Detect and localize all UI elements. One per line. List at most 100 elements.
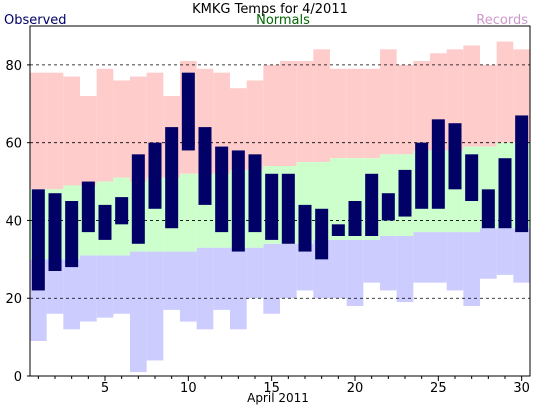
- chart-title: KMKG Temps for 4/2011: [192, 2, 348, 17]
- record-high-bar: [63, 76, 80, 186]
- legend-observed: Observed: [4, 13, 67, 28]
- observed-bar: [381, 193, 395, 221]
- observed-bar: [31, 189, 45, 291]
- record-low-bar: [113, 255, 130, 314]
- observed-bar: [181, 72, 195, 151]
- record-high-bar: [96, 68, 114, 182]
- plot-frame: [29, 25, 531, 377]
- record-low-bar: [96, 255, 114, 318]
- record-high-bar: [80, 96, 97, 186]
- observed-bar: [248, 154, 262, 233]
- record-low-bar: [180, 251, 197, 322]
- x-tick-label: 5: [101, 381, 109, 396]
- legend-records: Records: [476, 13, 528, 28]
- observed-bar: [348, 201, 362, 236]
- record-high-bar: [113, 80, 130, 178]
- observed-bar: [265, 173, 279, 240]
- record-high-bar: [363, 68, 380, 159]
- record-low-bar: [513, 228, 530, 283]
- record-low-bar: [46, 259, 64, 314]
- record-high-bar: [46, 72, 64, 190]
- x-tick-label: 30: [513, 381, 530, 396]
- record-low-bar: [480, 228, 497, 279]
- x-tick-label: 20: [347, 381, 364, 396]
- record-low-bar: [496, 228, 514, 275]
- observed-bar: [48, 193, 62, 271]
- x-tick-label: 15: [263, 381, 280, 396]
- observed-bar: [315, 208, 329, 260]
- record-low-bar: [246, 247, 264, 299]
- observed-bar: [481, 189, 495, 229]
- observed-bar: [198, 127, 212, 205]
- y-tick-label: 40: [5, 214, 22, 229]
- record-low-bar: [413, 232, 430, 283]
- normal-range-bar: [180, 173, 197, 252]
- record-high-bar: [30, 72, 47, 190]
- record-low-bar: [380, 236, 397, 291]
- observed-bar: [331, 224, 345, 236]
- legend-normals: Normals: [256, 13, 310, 28]
- observed-bar: [398, 169, 412, 217]
- record-low-bar: [196, 247, 214, 330]
- observed-bar: [81, 181, 95, 233]
- record-low-bar: [146, 251, 164, 361]
- axes: 0 20 40 60 80 5 10 15 20 25 30: [5, 25, 531, 396]
- x-tick-label: 25: [430, 381, 447, 396]
- record-low-bar: [280, 243, 297, 299]
- record-low-bar: [230, 247, 247, 330]
- observed-bar: [115, 197, 129, 225]
- record-high-bar: [313, 49, 330, 163]
- record-high-bar: [480, 64, 497, 147]
- record-high-bar: [296, 61, 314, 163]
- observed-bar: [148, 142, 162, 209]
- record-low-bar: [130, 251, 147, 373]
- record-low-bar: [213, 247, 230, 310]
- record-low-bar: [63, 259, 80, 330]
- observed-bar: [215, 146, 229, 233]
- record-low-bar: [363, 239, 380, 283]
- x-axis-label: April 2011: [247, 391, 309, 405]
- observed-bar: [365, 173, 379, 236]
- record-high-bar: [396, 64, 414, 155]
- record-high-bar: [263, 64, 280, 166]
- observed-bars: [31, 72, 529, 291]
- record-high-bar: [496, 41, 514, 143]
- observed-bar: [498, 158, 512, 229]
- record-low-bar: [330, 239, 347, 299]
- y-tick-label: 20: [5, 292, 22, 307]
- record-low-bar: [263, 243, 280, 314]
- observed-bar: [515, 115, 529, 233]
- record-low-bar: [346, 239, 364, 306]
- record-high-bar: [230, 88, 247, 170]
- record-high-bar: [380, 49, 397, 155]
- record-high-bar: [463, 45, 480, 147]
- record-low-bar: [446, 232, 464, 291]
- record-low-bar: [163, 251, 180, 310]
- record-high-bar: [346, 68, 364, 159]
- record-low-bar: [430, 232, 447, 283]
- y-tick-label: 80: [5, 59, 22, 74]
- observed-bar: [165, 127, 179, 229]
- x-tick-label: 10: [180, 381, 197, 396]
- observed-bar: [431, 119, 445, 209]
- record-low-bar: [296, 243, 314, 291]
- record-low-bar: [80, 255, 97, 322]
- record-high-bar: [413, 61, 430, 151]
- observed-bar: [415, 142, 429, 209]
- observed-bar: [231, 150, 245, 252]
- y-tick-label: 60: [5, 137, 22, 152]
- observed-bar: [131, 154, 145, 244]
- record-low-bar: [463, 232, 480, 306]
- gridlines: [30, 64, 530, 299]
- observed-bar: [281, 173, 295, 244]
- record-high-bar: [280, 61, 297, 166]
- normal-range-bar: [330, 158, 347, 240]
- record-low-bar: [396, 236, 414, 303]
- observed-bar: [448, 123, 462, 190]
- observed-bar: [98, 204, 112, 240]
- observed-bar: [465, 154, 479, 201]
- observed-bar: [65, 201, 79, 268]
- record-high-bar: [246, 80, 264, 170]
- record-high-bar: [330, 68, 347, 159]
